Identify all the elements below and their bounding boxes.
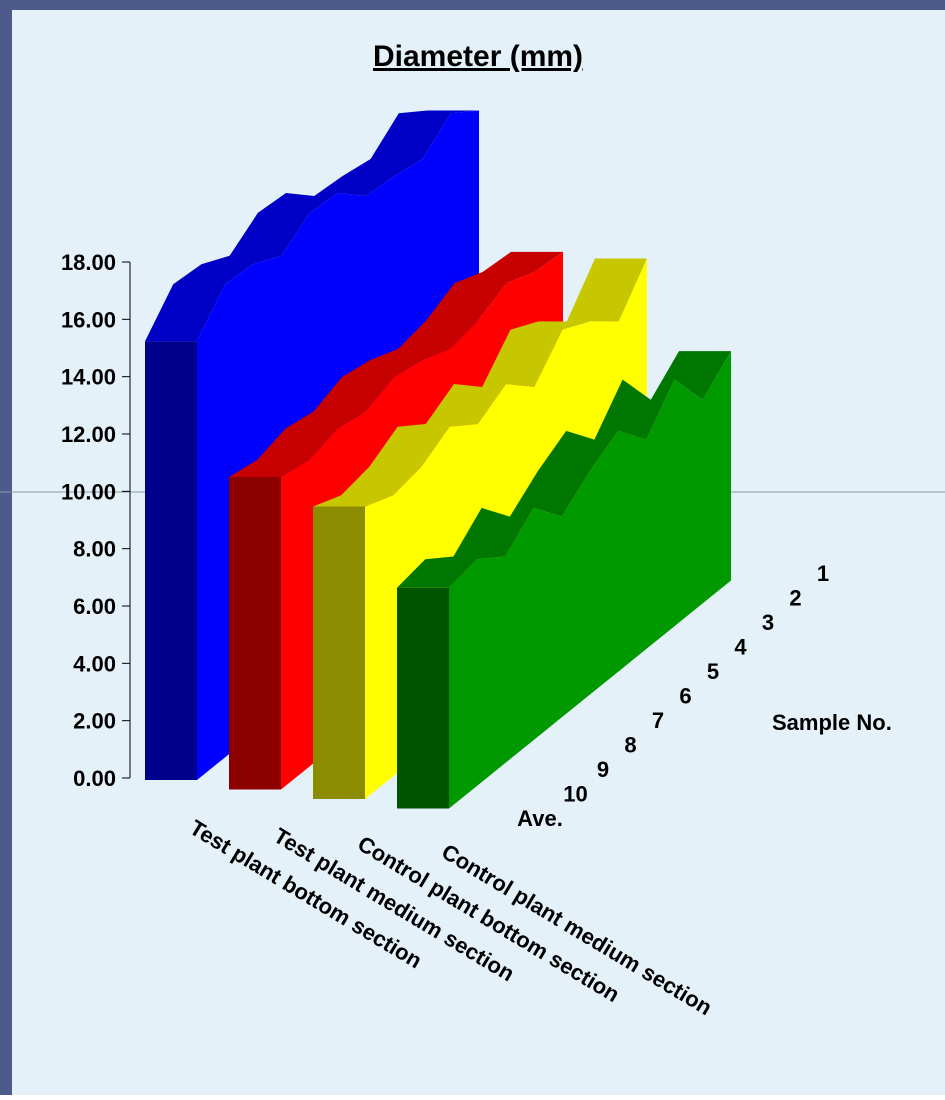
y-tick-label: 4.00 xyxy=(73,651,116,676)
area-top xyxy=(397,351,731,588)
x-tick-label: 6 xyxy=(679,684,691,709)
chart-title: Diameter (mm) xyxy=(373,40,583,73)
y-tick-label: 10.00 xyxy=(61,479,116,504)
area-front xyxy=(229,477,281,790)
x-tick-label: 5 xyxy=(707,659,719,684)
y-tick-label: 8.00 xyxy=(73,537,116,562)
area-top xyxy=(229,251,563,478)
x-tick-label: 8 xyxy=(624,733,636,758)
area-front xyxy=(145,341,197,780)
x-tick-label: 2 xyxy=(789,586,801,611)
area-front xyxy=(313,506,365,799)
x-tick-label: 3 xyxy=(762,610,774,635)
area-top xyxy=(145,110,479,342)
x-tick-label: 7 xyxy=(652,708,664,733)
y-tick-label: 2.00 xyxy=(73,709,116,734)
y-tick-label: 18.00 xyxy=(61,250,116,275)
y-tick-label: 6.00 xyxy=(73,594,116,619)
x-tick-label: 10 xyxy=(563,782,587,807)
x-tick-label: 9 xyxy=(597,757,609,782)
y-tick-label: 14.00 xyxy=(61,365,116,390)
x-axis-label: Sample No. xyxy=(772,710,892,735)
x-tick-label: Ave. xyxy=(517,806,563,831)
x-tick-label: 1 xyxy=(817,561,829,586)
y-tick-label: 16.00 xyxy=(61,307,116,332)
y-tick-label: 12.00 xyxy=(61,422,116,447)
x-tick-label: 4 xyxy=(734,635,747,660)
area-top xyxy=(313,258,647,507)
y-tick-label: 0.00 xyxy=(73,766,116,791)
area-side xyxy=(449,351,731,809)
area-front xyxy=(397,587,449,809)
